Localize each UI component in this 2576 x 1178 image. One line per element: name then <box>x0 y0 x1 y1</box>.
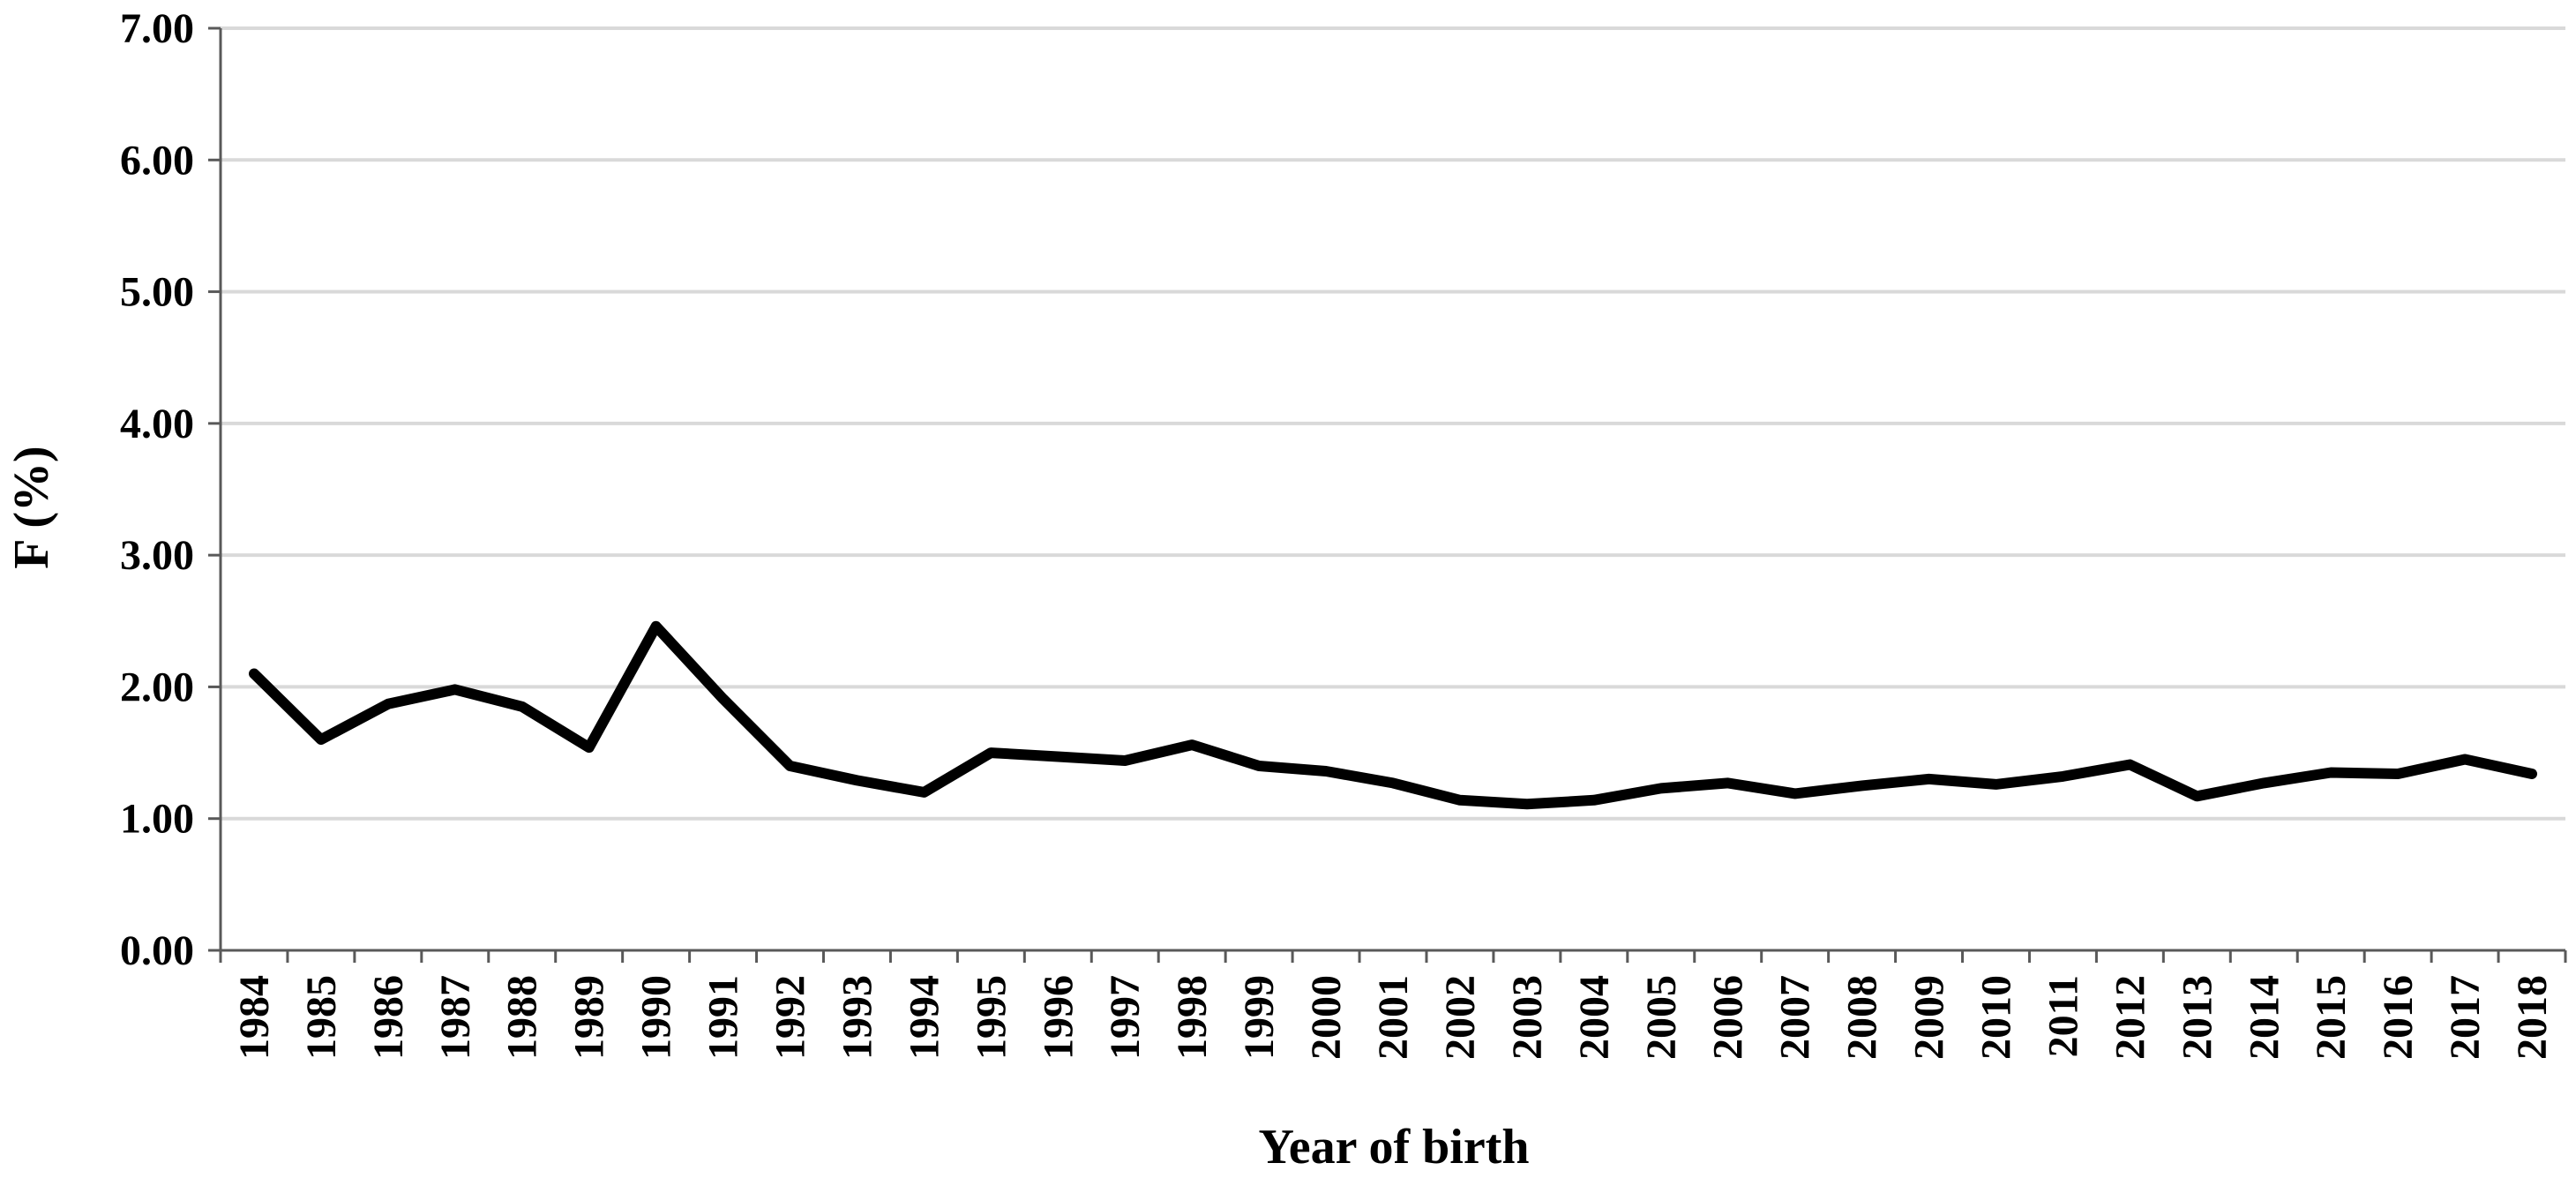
x-tick-label: 2013 <box>2174 975 2220 1060</box>
y-tick-labels: 0.00 1.00 2.00 3.00 4.00 5.00 6.00 7.00 <box>120 5 194 974</box>
data-point <box>1793 792 1796 795</box>
data-point <box>923 791 925 793</box>
x-tick-label: 2003 <box>1504 975 1551 1060</box>
series-line <box>249 620 2537 810</box>
x-tick-label: 2005 <box>1638 975 1685 1060</box>
data-point <box>2129 763 2131 766</box>
x-tick-label: 1987 <box>432 975 479 1060</box>
data-point <box>1191 744 1194 747</box>
x-tick-label: 2011 <box>2040 975 2086 1057</box>
x-tick-label: 1995 <box>968 975 1015 1060</box>
data-point <box>1592 799 1595 801</box>
x-tick-label: 2007 <box>1772 975 1819 1060</box>
data-point <box>1392 782 1394 784</box>
data-point <box>1458 799 1461 801</box>
x-tick-label: 2014 <box>2241 975 2288 1060</box>
data-point <box>2397 772 2400 775</box>
x-tick-label: 1984 <box>231 975 278 1060</box>
data-point <box>655 625 657 627</box>
x-tick-label: 2012 <box>2107 975 2153 1060</box>
data-point <box>1525 803 1528 806</box>
data-point <box>1861 784 1863 787</box>
data-point <box>588 747 590 749</box>
x-tick-label: 2017 <box>2442 975 2489 1060</box>
x-tick-label: 1988 <box>499 975 546 1060</box>
data-point <box>319 739 322 741</box>
x-tick-label: 2001 <box>1370 975 1417 1060</box>
data-point <box>1726 782 1729 784</box>
data-point <box>520 705 523 708</box>
x-tick-label: 2002 <box>1437 975 1484 1060</box>
series-layer <box>249 620 2537 810</box>
data-point <box>252 672 255 675</box>
data-point <box>2062 775 2064 777</box>
data-point <box>2330 771 2333 774</box>
x-tick-label: 2006 <box>1705 975 1752 1060</box>
data-point <box>386 702 389 705</box>
x-tick-label: 2000 <box>1303 975 1350 1060</box>
x-tick-label: 2016 <box>2375 975 2422 1060</box>
data-point <box>1928 777 1930 780</box>
x-tick-label: 1994 <box>901 975 947 1060</box>
x-tick-label: 1992 <box>768 975 814 1060</box>
x-tick-label: 1990 <box>633 975 680 1060</box>
x-tick-label: 1986 <box>365 975 412 1060</box>
data-point <box>2263 782 2265 784</box>
y-tick-label: 6.00 <box>120 137 194 184</box>
data-point <box>2531 772 2534 775</box>
data-point <box>722 697 724 700</box>
x-tick-label: 2015 <box>2308 975 2355 1060</box>
data-point <box>2196 795 2198 798</box>
y-tick-label: 2.00 <box>120 664 194 710</box>
y-tick-label: 7.00 <box>120 5 194 52</box>
data-point <box>1258 765 1261 767</box>
x-tick-label: 1993 <box>834 975 880 1060</box>
y-tick-label: 3.00 <box>120 532 194 579</box>
x-tick-label: 1991 <box>700 975 747 1060</box>
x-tick-label: 1989 <box>566 975 613 1060</box>
data-point <box>789 765 791 767</box>
x-tick-label: 2018 <box>2509 975 2556 1060</box>
data-point <box>1995 783 1997 785</box>
data-point <box>856 779 858 782</box>
x-tick-label: 1985 <box>298 975 345 1060</box>
data-point <box>453 688 456 691</box>
data-point <box>990 752 992 754</box>
data-point <box>1057 755 1060 758</box>
y-tick-label: 5.00 <box>120 269 194 316</box>
y-tick-label: 0.00 <box>120 927 194 974</box>
x-tick-labels: 1984 1985 1986 1987 1988 1989 1990 1991 1992 1993… <box>231 975 2556 1060</box>
x-tick-label: 1999 <box>1236 975 1283 1060</box>
data-point <box>1659 787 1662 790</box>
y-tick-label: 4.00 <box>120 401 194 447</box>
gridlines <box>221 26 2565 821</box>
y-axis-title: F (%) <box>4 446 59 568</box>
y-tick-label: 1.00 <box>120 796 194 843</box>
axes <box>208 26 2567 963</box>
x-tick-label: 1997 <box>1102 975 1149 1060</box>
data-point <box>2464 758 2467 761</box>
data-point <box>1325 769 1328 772</box>
x-axis-title: Year of birth <box>1259 1120 1530 1174</box>
x-tick-label: 2009 <box>1906 975 1953 1060</box>
x-tick-label: 2008 <box>1839 975 1886 1060</box>
x-tick-label: 2004 <box>1571 975 1618 1060</box>
x-tick-label: 1996 <box>1035 975 1082 1060</box>
x-tick-label: 2010 <box>1973 975 2019 1060</box>
data-point <box>1124 760 1127 762</box>
x-tick-label: 1998 <box>1169 975 1216 1060</box>
